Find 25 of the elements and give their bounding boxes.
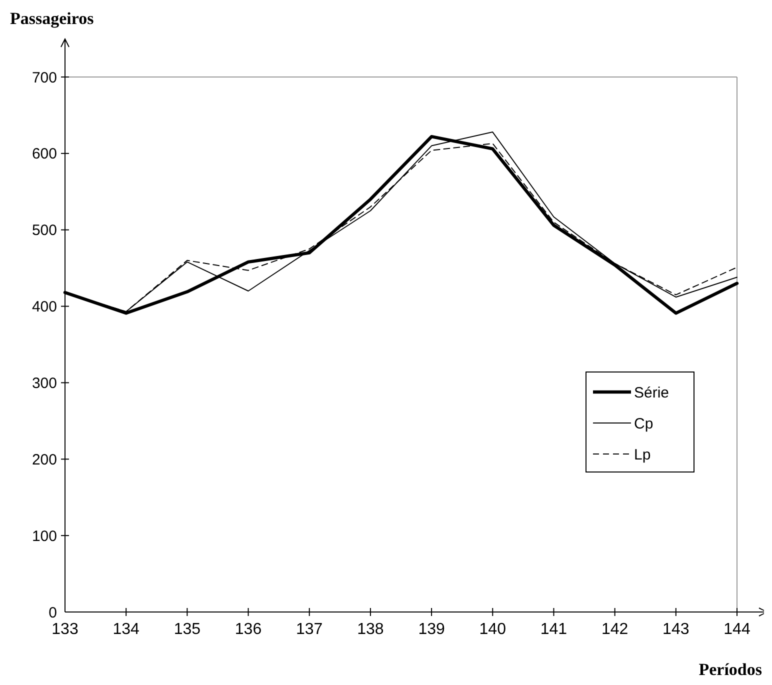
y-tick-label: 0: [48, 604, 57, 622]
x-tick-label: 134: [112, 621, 140, 638]
x-tick-label: 139: [418, 621, 445, 638]
x-tick-label: 144: [724, 621, 750, 638]
x-tick-label: 140: [479, 621, 506, 638]
x-axis-title: Períodos: [698, 660, 762, 679]
y-tick-label: 600: [32, 146, 57, 163]
x-tick-label: 135: [174, 621, 201, 638]
y-tick-label: 100: [32, 528, 57, 545]
x-tick-label: 136: [234, 621, 262, 638]
x-tick-label: 142: [601, 621, 628, 638]
legend-label: Série: [634, 384, 670, 402]
x-tick-label: 137: [296, 621, 323, 638]
x-tick-label: 141: [540, 621, 568, 638]
y-axis-title: Passageiros: [10, 9, 94, 28]
y-tick-label: 700: [32, 69, 57, 86]
x-tick-label: 138: [357, 621, 384, 638]
legend-label: Cp: [634, 415, 654, 432]
x-tick-label: 143: [662, 621, 690, 638]
y-tick-label: 500: [32, 222, 57, 240]
y-tick-label: 400: [32, 298, 57, 316]
y-tick-label: 200: [32, 451, 57, 468]
x-tick-label: 133: [52, 621, 78, 638]
legend-label: Lp: [634, 446, 651, 464]
y-tick-label: 300: [32, 374, 57, 392]
